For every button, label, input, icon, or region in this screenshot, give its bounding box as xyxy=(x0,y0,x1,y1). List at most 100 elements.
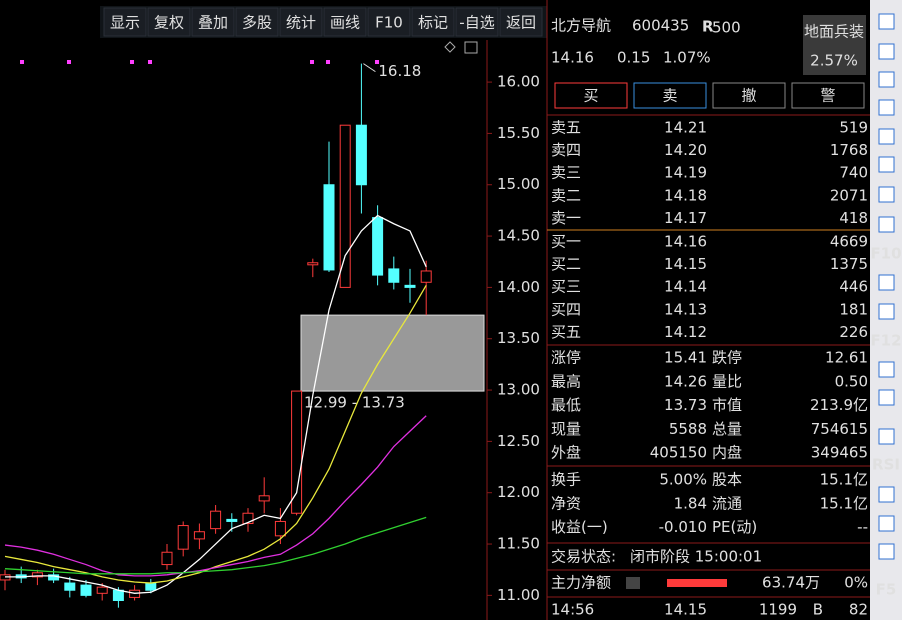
book-price: 14.14 xyxy=(664,278,707,296)
toolbar-button[interactable] xyxy=(411,7,455,37)
stat-label: 跌停 xyxy=(712,349,742,367)
toolbar-button[interactable] xyxy=(235,7,279,37)
sidebar-icon[interactable] xyxy=(878,486,895,503)
y-tick-label: 13.00 xyxy=(497,381,540,399)
book-label: 卖一 xyxy=(551,209,581,227)
book-label: 卖四 xyxy=(551,141,581,159)
sidebar-icon[interactable] xyxy=(878,99,895,116)
stat-value: -- xyxy=(857,518,868,536)
stat-label: 最低 xyxy=(551,396,581,414)
sidebar-label[interactable]: F5 xyxy=(876,581,897,599)
sidebar-icon[interactable] xyxy=(878,515,895,532)
book-volume: 1375 xyxy=(830,255,868,273)
candle-body xyxy=(161,551,173,566)
book-volume: 418 xyxy=(839,209,868,227)
trade-button-label[interactable]: 卖 xyxy=(662,87,677,105)
toolbar-button[interactable] xyxy=(499,7,543,37)
stat-label: PE(动) xyxy=(712,518,757,536)
sector-change[interactable]: 2.57% xyxy=(810,52,858,70)
toolbar-label[interactable]: 返回 xyxy=(506,14,536,32)
stat-value: 14.26 xyxy=(664,372,707,390)
book-label: 买二 xyxy=(551,255,581,273)
trade-button[interactable] xyxy=(712,82,786,109)
candle-body xyxy=(193,531,205,540)
stat-value: 754615 xyxy=(811,420,868,438)
trade-button-label[interactable]: 买 xyxy=(583,87,598,105)
toolbar-button[interactable] xyxy=(279,7,323,37)
trade-button[interactable] xyxy=(791,82,865,109)
book-volume: 446 xyxy=(839,278,868,296)
candle-body xyxy=(388,268,400,283)
book-label: 卖五 xyxy=(551,119,581,137)
stat-label: 股本 xyxy=(712,471,742,489)
status-label: 交易状态: xyxy=(551,548,616,566)
sidebar-icon[interactable] xyxy=(878,361,895,378)
price: 14.16 xyxy=(551,49,594,67)
price-zone xyxy=(300,314,485,392)
toolbar-button[interactable] xyxy=(191,7,235,37)
sector-box[interactable] xyxy=(803,15,866,75)
toolbar-button[interactable] xyxy=(323,7,367,37)
change-pct: 1.07% xyxy=(663,49,711,67)
candle-body xyxy=(177,525,189,550)
sidebar-icon[interactable] xyxy=(878,274,895,291)
book-price: 14.17 xyxy=(664,209,707,227)
icon[interactable] xyxy=(444,41,456,53)
toolbar-label[interactable]: 复权 xyxy=(154,14,184,32)
sidebar-icon[interactable] xyxy=(878,13,895,30)
moving-average xyxy=(4,415,427,577)
toolbar-label[interactable]: -自选 xyxy=(459,14,494,32)
candle-body xyxy=(31,572,43,578)
flow-icon[interactable] xyxy=(626,577,640,589)
toolbar-button[interactable] xyxy=(147,7,191,37)
candle-body xyxy=(372,217,384,276)
trade-button-label[interactable]: 警 xyxy=(820,87,835,105)
candle-body xyxy=(64,582,76,591)
stock-name: 北方导航 xyxy=(551,17,611,35)
toolbar-label[interactable]: 标记 xyxy=(418,14,448,32)
sidebar-icon[interactable] xyxy=(878,43,895,60)
stat-value: 0.50 xyxy=(835,372,868,390)
toolbar-button[interactable] xyxy=(455,7,499,37)
sidebar-label[interactable]: F10 xyxy=(870,245,901,263)
sidebar-icon[interactable] xyxy=(878,128,895,145)
stat-label: 外盘 xyxy=(551,444,581,462)
stat-value: 15.1亿 xyxy=(820,494,868,512)
toolbar-label[interactable]: 多股 xyxy=(242,14,272,32)
toolbar-button[interactable] xyxy=(367,7,411,37)
sidebar-icon[interactable] xyxy=(878,303,895,320)
stat-label: 涨停 xyxy=(551,349,581,367)
sidebar-icon[interactable] xyxy=(878,216,895,233)
candle-body xyxy=(339,124,351,288)
icon[interactable] xyxy=(464,41,478,54)
trade-button-label[interactable]: 撤 xyxy=(741,87,756,105)
sidebar-icon[interactable] xyxy=(878,71,895,88)
sidebar-label[interactable]: F12 xyxy=(870,332,901,350)
book-price: 14.15 xyxy=(664,255,707,273)
sector[interactable]: 地面兵装 xyxy=(804,23,864,41)
sidebar-icon[interactable] xyxy=(878,186,895,203)
candle-body xyxy=(323,184,335,271)
stat-label: 市值 xyxy=(712,396,742,414)
toolbar-button[interactable] xyxy=(103,7,147,37)
sidebar-icon[interactable] xyxy=(878,428,895,445)
stat-label: 流通 xyxy=(712,494,742,512)
tick-field: B xyxy=(813,601,823,619)
y-tick-label: 15.50 xyxy=(497,124,540,142)
trade-button[interactable] xyxy=(554,82,628,109)
toolbar-label[interactable]: 显示 xyxy=(110,14,140,32)
toolbar-label[interactable]: F10 xyxy=(375,14,403,32)
toolbar-label[interactable]: 叠加 xyxy=(198,14,228,32)
toolbar-label[interactable]: 画线 xyxy=(330,14,360,32)
stock-code: 600435 xyxy=(632,17,689,35)
candle-body xyxy=(258,495,270,502)
tick-field: 82 xyxy=(849,601,868,619)
sidebar-icon[interactable] xyxy=(878,156,895,173)
sidebar-icon[interactable] xyxy=(878,543,895,560)
sidebar-label[interactable]: RSI xyxy=(872,456,900,474)
toolbar-label[interactable]: 统计 xyxy=(286,14,316,32)
y-tick-label: 12.50 xyxy=(497,432,540,450)
sidebar-icon[interactable] xyxy=(878,389,895,406)
trade-button[interactable] xyxy=(633,82,707,109)
stat-label: 净资 xyxy=(551,494,581,512)
